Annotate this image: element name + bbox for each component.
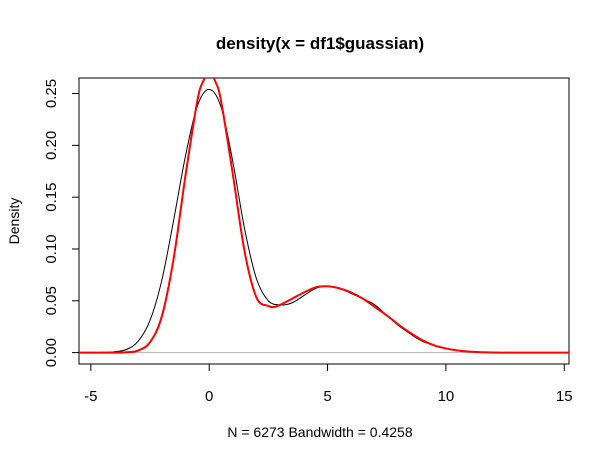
y-tick-label: 0.20 [43,131,60,160]
x-tick-label: 0 [205,388,213,405]
x-tick-label: 5 [323,388,331,405]
density-curve-2 [79,78,569,354]
plot-layer: -5 0 5 10 15 0.00 0.05 0.10 0.15 0.20 0.25 [43,78,573,405]
y-tick-label: 0.15 [43,183,60,212]
y-axis-label: Density [6,198,22,245]
y-tick-label: 0.25 [43,79,60,108]
x-tick-label: 15 [556,388,573,405]
plot-frame [78,77,570,365]
y-tick-label: 0.05 [43,286,60,315]
x-tick-label: -5 [84,388,97,405]
y-tick-label: 0.10 [43,234,60,263]
x-tick-label: 10 [438,388,455,405]
chart-title: density(x = df1$guassian) [216,34,424,53]
density-curve-1 [79,88,569,354]
x-axis-label: N = 6273 Bandwidth = 0.4258 [227,424,412,440]
y-tick-label: 0.00 [43,338,60,367]
